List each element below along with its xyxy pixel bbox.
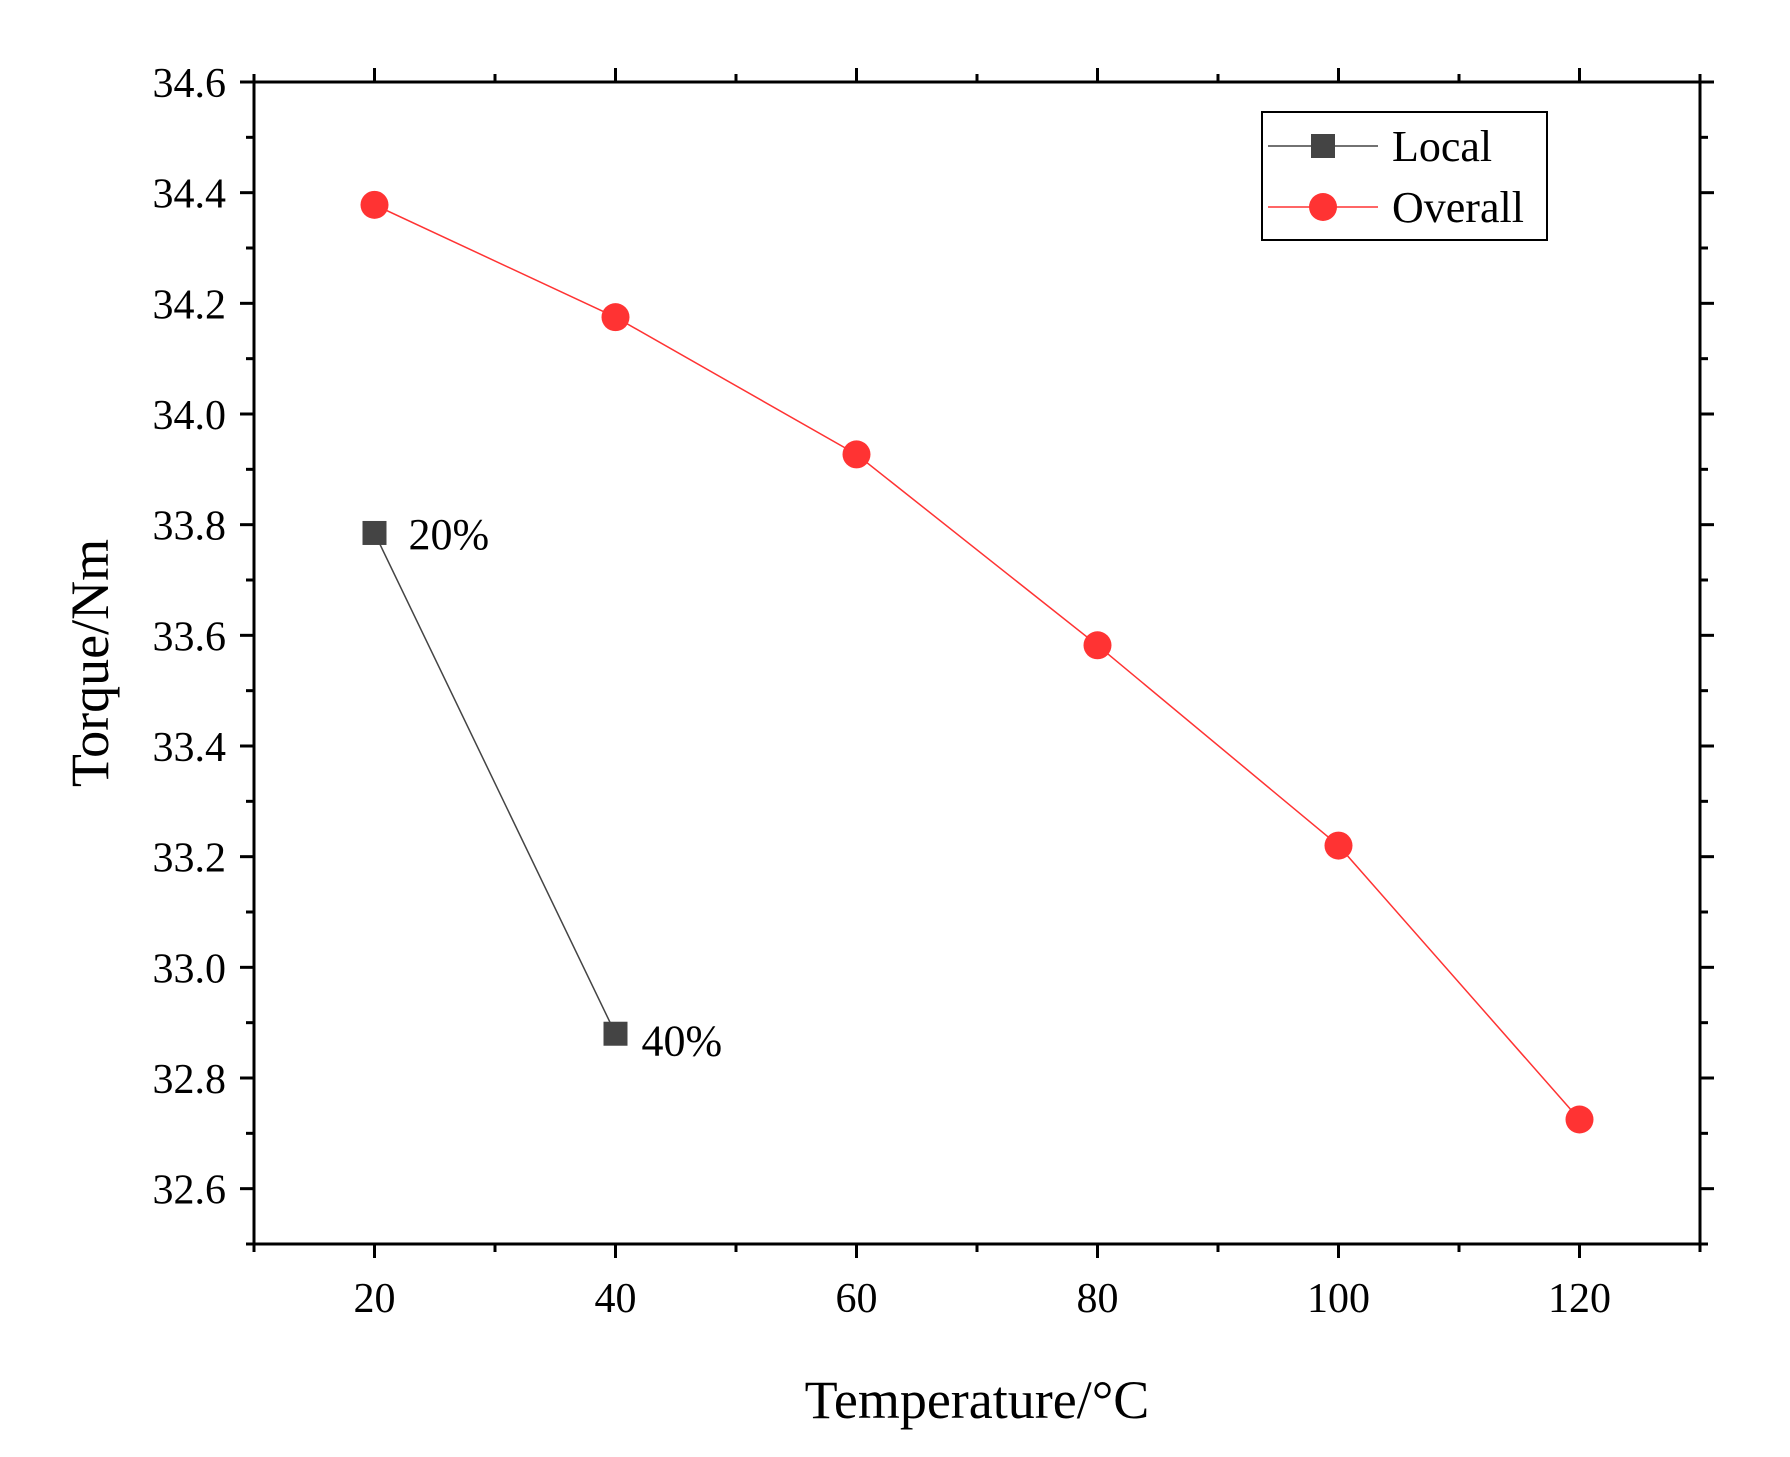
y-tick-label: 34.6 (153, 61, 227, 107)
y-tick-label: 34.4 (153, 172, 227, 218)
x-tick-label: 80 (1077, 1276, 1119, 1322)
x-tick-label: 20 (354, 1276, 396, 1322)
data-point-overall (1565, 1105, 1594, 1134)
series-line-overall (374, 204, 1581, 1120)
x-tick-label: 120 (1548, 1276, 1611, 1322)
x-axis-title: Temperature/°C (805, 1370, 1150, 1430)
y-tick-label: 33.4 (153, 725, 227, 771)
legend-marker-local (1311, 134, 1335, 158)
y-tick-label: 33.2 (153, 836, 227, 882)
x-tick-label: 100 (1307, 1276, 1370, 1322)
series-group (360, 190, 1594, 1134)
point-label-local: 40% (642, 1017, 723, 1066)
x-tick-label: 60 (836, 1276, 878, 1322)
series-line-local (373, 532, 617, 1035)
y-tick-label: 33.6 (153, 614, 227, 660)
y-tick-label: 32.8 (153, 1057, 227, 1103)
plot-frame (252, 80, 1702, 1246)
legend: Local Overall (1261, 111, 1548, 241)
data-point-local (603, 1021, 628, 1046)
data-point-overall (842, 440, 871, 469)
data-point-overall (1324, 831, 1353, 860)
y-tick-label: 33.0 (153, 946, 227, 992)
y-tick-label: 32.6 (153, 1168, 227, 1214)
data-point-local (362, 520, 387, 545)
y-tick-label: 34.2 (153, 282, 227, 328)
y-tick-label: 33.8 (153, 504, 227, 550)
legend-label-overall: Overall (1392, 183, 1524, 232)
legend-label-local: Local (1392, 122, 1492, 171)
axis-ticks (240, 68, 1714, 1258)
point-label-local: 20% (409, 510, 490, 559)
axis-tick-labels: 20 40 60 80 100 120 32.6 32.8 33.0 33.2 33.4 33.6 33… (153, 61, 1612, 1322)
legend-marker-overall (1309, 193, 1337, 221)
data-point-overall (601, 303, 630, 332)
data-point-overall (360, 190, 389, 219)
legend-box (1261, 111, 1548, 241)
data-point-overall (1083, 631, 1112, 660)
y-tick-label: 34.0 (153, 393, 227, 439)
x-tick-label: 40 (595, 1276, 637, 1322)
point-annotations: 20% 40% (409, 510, 723, 1066)
y-axis-title: Torque/Nm (60, 539, 120, 787)
